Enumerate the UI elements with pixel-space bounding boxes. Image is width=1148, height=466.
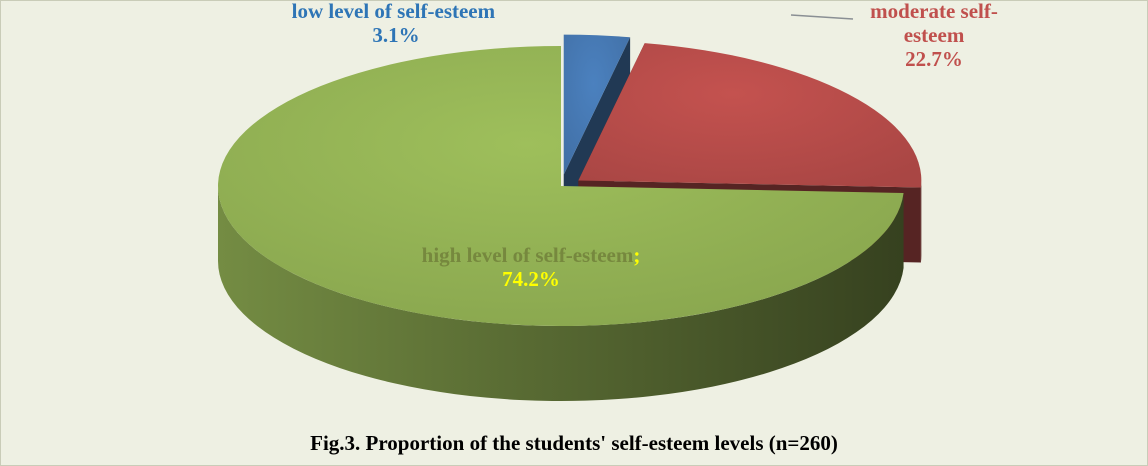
slice-side bbox=[218, 186, 904, 402]
value-label: 3.1% bbox=[372, 23, 420, 47]
chart-title: Fig.3. Proportion of the students' self-… bbox=[310, 431, 838, 455]
slice-label: moderate self-esteem 22.7% bbox=[849, 0, 1019, 71]
value-label: ; 74.2% bbox=[502, 243, 641, 291]
slice-label: high level of self-esteem; 74.2% bbox=[421, 243, 641, 291]
value-label: 22.7% bbox=[905, 47, 963, 71]
category-label: high level of self-esteem bbox=[421, 243, 634, 267]
category-label: moderate self-esteem bbox=[870, 0, 998, 47]
slice bbox=[578, 43, 922, 188]
slice bbox=[563, 34, 631, 175]
slice bbox=[218, 46, 904, 326]
leader-line bbox=[790, 14, 854, 20]
slice-label: low level of self-esteem 3.1% bbox=[286, 0, 506, 47]
category-label: low level of self-esteem bbox=[291, 0, 496, 23]
